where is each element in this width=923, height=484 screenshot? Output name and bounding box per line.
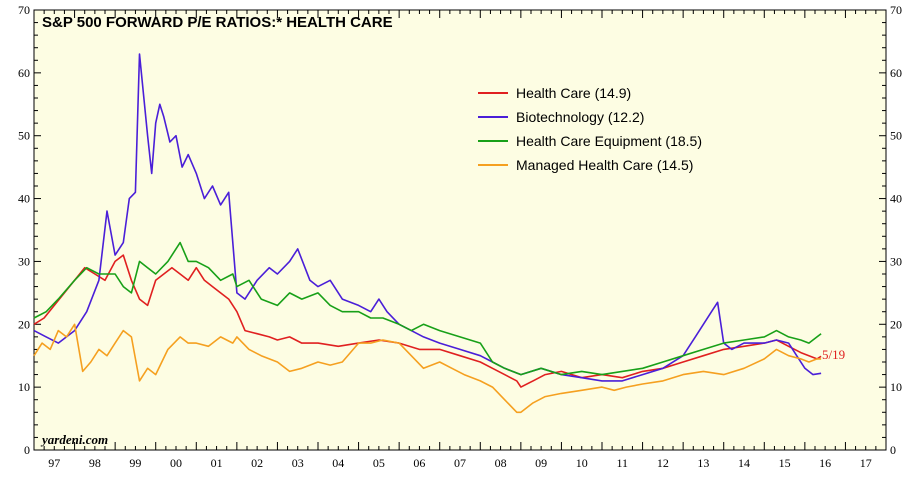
- y-tick-label-left: 30: [18, 254, 30, 268]
- y-tick-label-right: 70: [890, 3, 902, 17]
- y-tick-label-right: 50: [890, 129, 902, 143]
- y-tick-label-left: 10: [18, 380, 30, 394]
- y-tick-label-right: 60: [890, 66, 902, 80]
- y-tick-label-right: 40: [890, 192, 902, 206]
- y-tick-label-right: 0: [890, 443, 896, 457]
- x-tick-label: 04: [332, 456, 344, 470]
- chart-title: S&P 500 FORWARD P/E RATIOS:* HEALTH CARE: [42, 14, 393, 31]
- x-tick-label: 14: [738, 456, 750, 470]
- y-tick-label-right: 30: [890, 254, 902, 268]
- x-tick-label: 00: [170, 456, 182, 470]
- x-tick-label: 97: [48, 456, 60, 470]
- x-tick-label: 98: [89, 456, 101, 470]
- x-tick-label: 17: [860, 456, 872, 470]
- x-tick-label: 08: [495, 456, 507, 470]
- y-tick-label-left: 0: [24, 443, 30, 457]
- y-tick-label-left: 40: [18, 192, 30, 206]
- y-tick-label-right: 10: [890, 380, 902, 394]
- x-tick-label: 05: [373, 456, 385, 470]
- y-tick-label-left: 20: [18, 317, 30, 331]
- x-tick-label: 06: [413, 456, 425, 470]
- x-tick-label: 11: [617, 456, 629, 470]
- x-tick-label: 12: [657, 456, 669, 470]
- x-tick-label: 09: [535, 456, 547, 470]
- date-annotation: 5/19: [822, 347, 845, 362]
- x-tick-label: 13: [697, 456, 709, 470]
- legend-label: Health Care (14.9): [516, 85, 631, 101]
- source-watermark: yardeni.com: [40, 432, 108, 447]
- legend-label: Health Care Equipment (18.5): [516, 133, 702, 149]
- x-tick-label: 99: [129, 456, 141, 470]
- y-tick-label-left: 50: [18, 129, 30, 143]
- x-tick-label: 02: [251, 456, 263, 470]
- plot-background: [34, 10, 886, 450]
- legend-label: Biotechnology (12.2): [516, 109, 644, 125]
- y-tick-label-right: 20: [890, 317, 902, 331]
- y-tick-label-left: 60: [18, 66, 30, 80]
- x-tick-label: 01: [211, 456, 223, 470]
- x-tick-label: 16: [819, 456, 831, 470]
- x-tick-label: 15: [779, 456, 791, 470]
- x-tick-label: 03: [292, 456, 304, 470]
- x-tick-label: 07: [454, 456, 466, 470]
- legend-label: Managed Health Care (14.5): [516, 157, 693, 173]
- x-tick-label: 10: [576, 456, 588, 470]
- y-tick-label-left: 70: [18, 3, 30, 17]
